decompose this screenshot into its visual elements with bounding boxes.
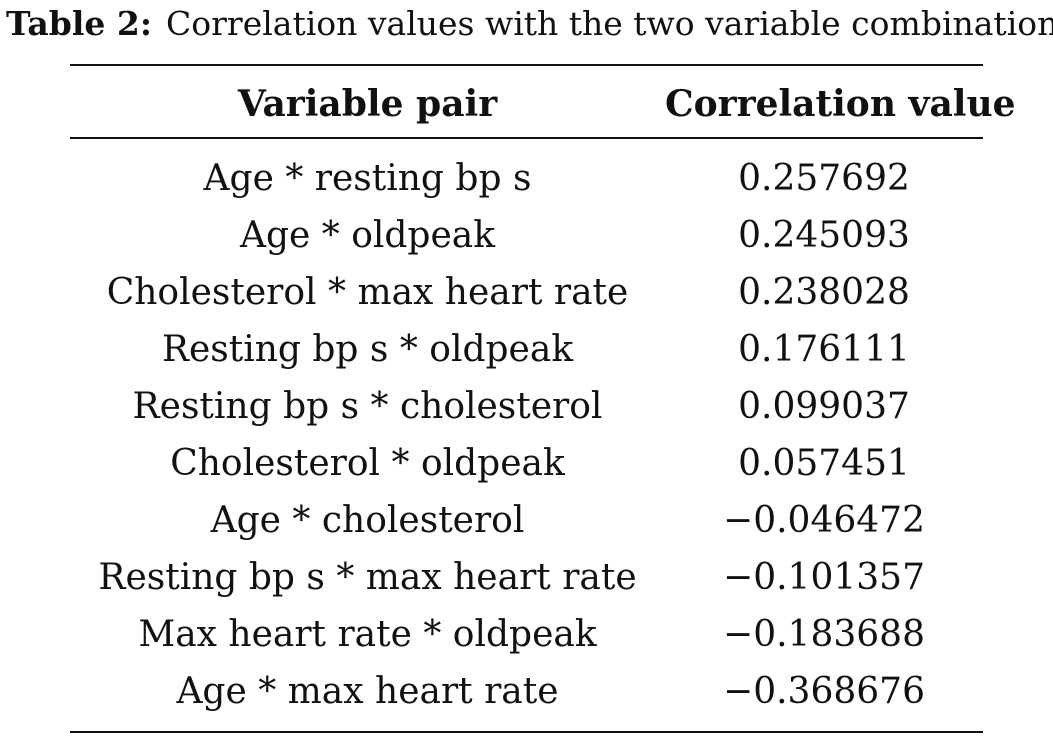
- table-caption: Table 2: Correlation values with the two …: [6, 2, 1053, 46]
- table-caption-text: Correlation values with the two variable…: [166, 4, 1053, 43]
- correlation-value-cell: 0.238028: [738, 272, 910, 313]
- variable-pair-cell: Age * cholesterol: [210, 500, 525, 541]
- table-body: Age * resting bp s 0.257692 Age * oldpea…: [70, 150, 983, 725]
- table-row: Resting bp s * oldpeak 0.176111: [70, 321, 983, 378]
- correlation-value-cell: −0.183688: [723, 614, 925, 655]
- header-correlation-value: Correlation value: [665, 83, 1016, 125]
- variable-pair-cell: Age * resting bp s: [203, 158, 532, 199]
- table-row: Age * resting bp s 0.257692: [70, 150, 983, 207]
- variable-pair-cell: Max heart rate * oldpeak: [138, 614, 597, 655]
- variable-pair-cell: Resting bp s * max heart rate: [98, 557, 637, 598]
- table-header-rule: [70, 137, 983, 139]
- variable-pair-cell: Age * oldpeak: [239, 215, 496, 256]
- correlation-value-cell: −0.101357: [723, 557, 925, 598]
- correlation-value-cell: 0.257692: [738, 158, 910, 199]
- table-row: Age * oldpeak 0.245093: [70, 207, 983, 264]
- table-row: Age * cholesterol −0.046472: [70, 492, 983, 549]
- correlation-value-cell: 0.099037: [738, 386, 910, 427]
- header-variable-pair: Variable pair: [237, 83, 498, 125]
- table-caption-label: Table 2:: [6, 4, 153, 43]
- table-bottom-rule: [70, 731, 983, 733]
- correlation-value-cell: −0.368676: [723, 671, 925, 712]
- table-row: Resting bp s * cholesterol 0.099037: [70, 378, 983, 435]
- variable-pair-cell: Resting bp s * oldpeak: [161, 329, 574, 370]
- table-row: Age * max heart rate −0.368676: [70, 663, 983, 720]
- table-header-row: Variable pair Correlation value: [70, 74, 1016, 134]
- correlation-value-cell: −0.046472: [723, 500, 925, 541]
- variable-pair-cell: Cholesterol * oldpeak: [170, 443, 565, 484]
- table-row: Cholesterol * max heart rate 0.238028: [70, 264, 983, 321]
- table-row: Resting bp s * max heart rate −0.101357: [70, 549, 983, 606]
- correlation-value-cell: 0.176111: [738, 329, 910, 370]
- table-row: Max heart rate * oldpeak −0.183688: [70, 606, 983, 663]
- correlation-value-cell: 0.245093: [738, 215, 910, 256]
- variable-pair-cell: Age * max heart rate: [176, 671, 559, 712]
- table-row: Cholesterol * oldpeak 0.057451: [70, 435, 983, 492]
- variable-pair-cell: Cholesterol * max heart rate: [106, 272, 629, 313]
- table-top-rule: [70, 64, 983, 66]
- correlation-value-cell: 0.057451: [738, 443, 910, 484]
- variable-pair-cell: Resting bp s * cholesterol: [132, 386, 603, 427]
